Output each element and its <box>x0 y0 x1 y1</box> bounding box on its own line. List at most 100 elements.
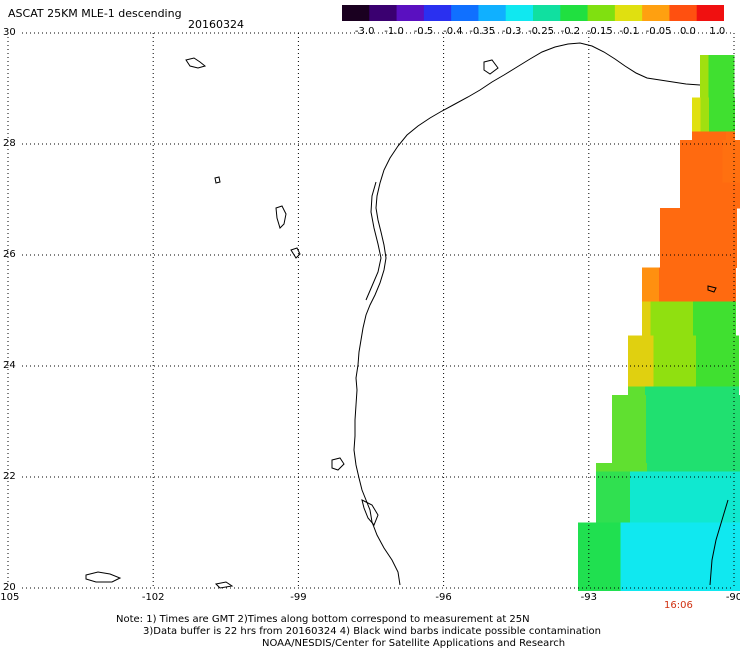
swath-cell <box>637 395 647 404</box>
swath-cell <box>663 548 672 557</box>
swath-cell <box>650 310 660 319</box>
swath-cell <box>629 437 638 447</box>
swath-cell <box>723 480 733 489</box>
swath-cell <box>717 89 726 98</box>
color-scale-label: -1.0 <box>384 26 404 37</box>
swath-cell <box>715 514 724 523</box>
swath-cell <box>718 310 728 319</box>
swath-cell <box>586 539 596 549</box>
swath-cell <box>718 276 728 285</box>
swath-cell <box>646 573 655 583</box>
swath-cell <box>636 361 646 370</box>
swath-cell <box>655 463 665 472</box>
swath-cell <box>722 548 732 557</box>
swath-cell <box>671 429 681 438</box>
texas-mexico-coastline <box>353 42 701 586</box>
swath-cell <box>613 463 622 472</box>
swath-cell <box>692 131 701 141</box>
swath-cell <box>706 514 716 523</box>
swath-cell <box>612 573 621 583</box>
swath-cell <box>660 259 669 268</box>
swath-cell <box>711 208 720 217</box>
swath-cell <box>646 565 655 574</box>
swath-cell <box>671 446 681 455</box>
swath-cell <box>705 565 715 574</box>
swath-cell <box>710 267 719 277</box>
swath-cell <box>725 63 735 73</box>
swath-cell <box>647 463 656 472</box>
swath-cell <box>650 276 660 285</box>
swath-cell <box>630 488 639 498</box>
swath-cell <box>595 539 604 549</box>
swath-cell <box>694 259 703 268</box>
swath-cell <box>612 412 621 421</box>
swath-cell <box>612 446 621 455</box>
swath-cell <box>701 284 711 294</box>
swath-cell <box>595 582 604 591</box>
swath-cell <box>637 539 647 549</box>
swath-cell <box>603 531 613 540</box>
swath-cell <box>671 556 681 566</box>
swath-cell <box>680 420 689 430</box>
color-scale-swatch <box>342 5 370 21</box>
swath-cell <box>692 97 701 107</box>
swath-cell <box>653 335 663 345</box>
swath-cell <box>586 582 596 591</box>
swath-cell <box>668 208 678 217</box>
swath-cell <box>688 437 698 447</box>
swath-cell <box>603 548 613 557</box>
swath-cell <box>613 497 622 506</box>
swath-cell <box>645 378 654 387</box>
swath-cell <box>637 573 647 583</box>
swath-cell <box>701 293 711 302</box>
swath-cell <box>731 539 740 549</box>
swath-cell <box>676 318 685 328</box>
swath-cell <box>646 531 655 540</box>
swath-cell <box>700 63 709 73</box>
swath-cell <box>688 157 698 166</box>
swath-cell <box>731 140 740 149</box>
swath-cell <box>721 386 731 396</box>
swath-cell <box>676 267 685 277</box>
swath-cell <box>714 522 723 532</box>
swath-cell <box>728 216 737 226</box>
swath-cell <box>671 548 681 557</box>
swath-cell <box>660 216 669 226</box>
swath-cell <box>630 480 639 489</box>
swath-cell <box>636 386 646 396</box>
swath-cell <box>731 157 740 166</box>
swath-cell <box>714 174 723 183</box>
swath-cell <box>709 114 718 124</box>
longitude-label: -105 <box>0 592 20 603</box>
swath-cell <box>671 437 681 447</box>
swath-cell <box>680 191 689 200</box>
swath-cell <box>621 505 631 515</box>
swath-cell <box>722 429 732 438</box>
swath-cell <box>705 182 715 192</box>
swath-cell <box>688 539 698 549</box>
swath-cell <box>642 267 651 277</box>
swath-cell <box>710 318 719 328</box>
swath-cell <box>700 72 709 81</box>
swath-cell <box>718 318 728 328</box>
swath-cell <box>705 429 715 438</box>
swath-cell <box>671 454 681 464</box>
swath-cell <box>688 140 698 149</box>
swath-cell <box>629 420 638 430</box>
swath-cell <box>685 233 695 243</box>
swath-cell <box>692 114 701 124</box>
swath-cell <box>637 454 647 464</box>
swath-cell <box>732 514 740 523</box>
swath-cell <box>689 514 699 523</box>
swath-cell <box>718 327 728 336</box>
swath-cell <box>714 420 723 430</box>
swath-cell <box>603 539 613 549</box>
swath-cell <box>697 199 706 209</box>
swath-cell <box>696 335 705 345</box>
swath-cell <box>642 310 651 319</box>
swath-cell <box>722 157 732 166</box>
swath-cell <box>731 446 740 455</box>
swath-cell <box>667 284 677 294</box>
swath-cell <box>722 395 732 404</box>
note-line-3: NOAA/NESDIS/Center for Satellite Applica… <box>262 638 566 649</box>
